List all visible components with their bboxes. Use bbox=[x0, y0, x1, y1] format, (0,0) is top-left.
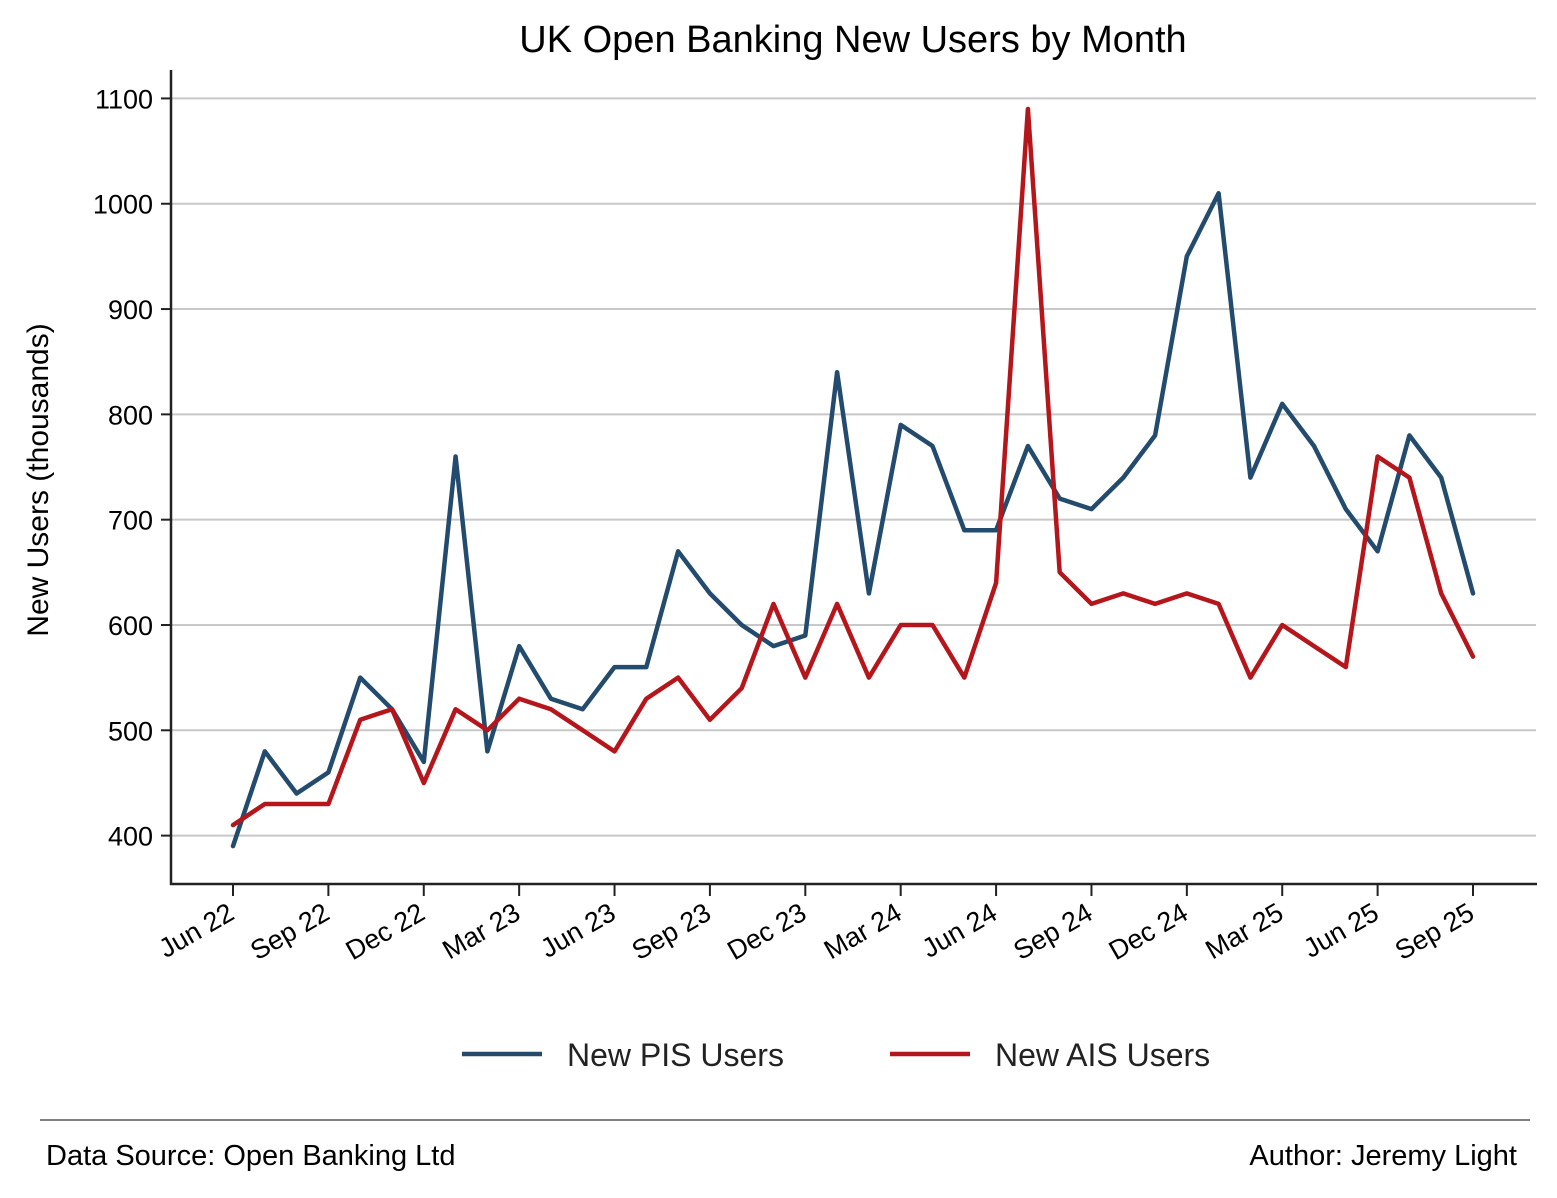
x-tick-label: Jun 23 bbox=[535, 897, 620, 964]
x-axis-ticks: Jun 22 Sep 22 Dec 22 Mar 23 Jun 23 Sep 23 Dec … bbox=[154, 884, 1479, 966]
x-tick-label: Dec 23 bbox=[722, 897, 811, 966]
chart-title: UK Open Banking New Users by Month bbox=[519, 19, 1186, 61]
author-note: Author: Jeremy Light bbox=[1249, 1140, 1517, 1172]
x-tick-label: Sep 23 bbox=[627, 897, 716, 966]
gridlines bbox=[172, 97, 1536, 837]
x-tick-label: Sep 24 bbox=[1008, 897, 1097, 966]
y-tick-label: 600 bbox=[108, 611, 153, 641]
y-tick-label: 400 bbox=[108, 822, 153, 852]
y-tick-label: 800 bbox=[108, 400, 153, 430]
legend-label: New AIS Users bbox=[995, 1037, 1210, 1073]
y-tick-label: 900 bbox=[108, 295, 153, 325]
x-tick-label: Jun 24 bbox=[917, 897, 1002, 964]
y-axis-ticks: 400 500 600 700 800 900 1000 1100 bbox=[93, 84, 171, 852]
x-tick-label: Mar 23 bbox=[437, 897, 525, 965]
y-tick-label: 700 bbox=[108, 506, 153, 536]
x-tick-label: Mar 24 bbox=[819, 897, 907, 965]
y-axis-label: New Users (thousands) bbox=[22, 323, 55, 636]
data-source-note: Data Source: Open Banking Ltd bbox=[46, 1140, 456, 1172]
legend-label: New PIS Users bbox=[567, 1037, 784, 1073]
x-tick-label: Dec 24 bbox=[1104, 897, 1193, 966]
series-lines bbox=[230, 106, 1476, 849]
x-tick-label: Jun 25 bbox=[1298, 897, 1383, 964]
x-tick-label: Sep 25 bbox=[1390, 897, 1479, 966]
x-tick-label: Sep 22 bbox=[245, 897, 334, 966]
x-tick-label: Jun 22 bbox=[154, 897, 239, 964]
y-tick-label: 1000 bbox=[93, 190, 153, 220]
x-tick-label: Dec 22 bbox=[341, 897, 430, 966]
series-line-new-pis-users bbox=[230, 190, 1476, 849]
y-tick-label: 500 bbox=[108, 716, 153, 746]
x-tick-label: Mar 25 bbox=[1200, 897, 1288, 965]
y-tick-label: 1100 bbox=[95, 84, 153, 114]
legend: New PIS Users New AIS Users bbox=[462, 1037, 1210, 1073]
series-line-new-ais-users bbox=[230, 106, 1476, 828]
